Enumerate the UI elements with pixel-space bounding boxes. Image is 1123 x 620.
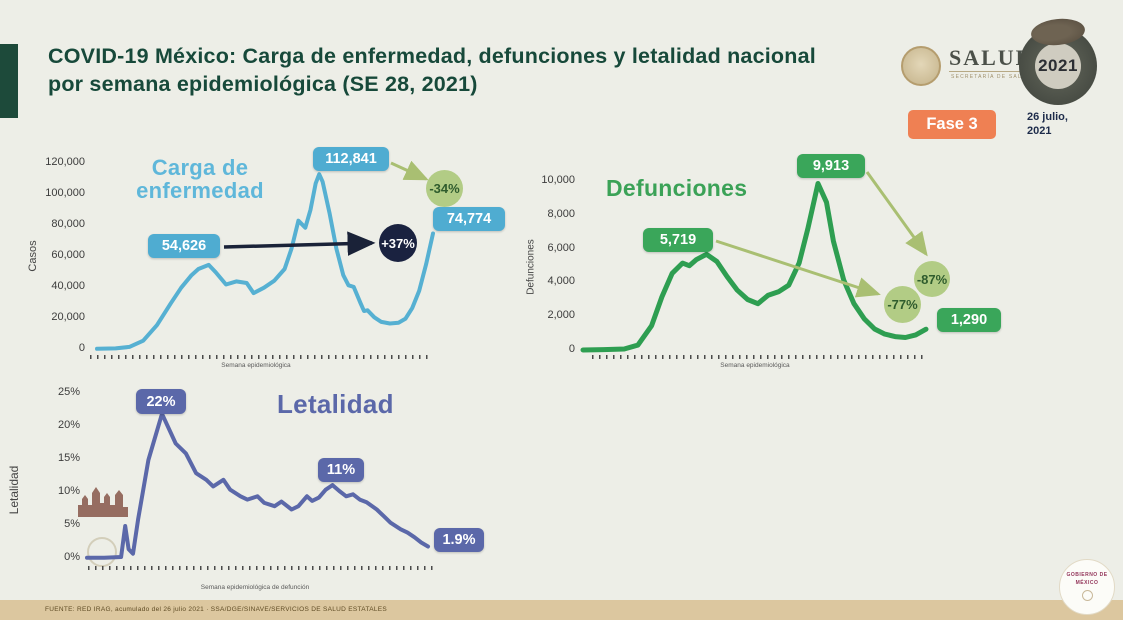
carga-peak2-badge: 112,841 [313, 147, 389, 171]
letalidad-xlabel: Semana epidemiológica de defunción [200, 584, 310, 591]
letalidad-xaxis-ticks [88, 566, 433, 570]
carga-change-peak2-circle: -34% [426, 170, 463, 207]
carga-peak1-badge: 54,626 [148, 234, 220, 258]
year-emblem: 2021 [1019, 16, 1097, 105]
letalidad-ytick: 25% [57, 386, 80, 398]
carga-xlabel: Semana epidemiológica [221, 362, 291, 369]
letalidad-ytick: 0% [64, 551, 80, 563]
letalidad-ytick: 15% [57, 452, 80, 464]
defunciones-ytick: 10,000 [541, 174, 575, 186]
defunciones-ytick: 8,000 [547, 208, 575, 220]
report-date-line1: 26 julio, [1027, 111, 1068, 123]
defunciones-line-chart [580, 181, 929, 353]
salud-logo: SALUD SECRETARÍA DE SALUD [901, 45, 1034, 86]
defunciones-ytick: 4,000 [547, 275, 575, 287]
defunciones-peak2-badge: 9,913 [797, 154, 865, 178]
defunciones-latest-badge: 1,290 [937, 308, 1001, 332]
defunciones-line [580, 181, 929, 353]
page-title: COVID-19 México: Carga de enfermedad, de… [48, 44, 816, 97]
carga-ylabel: Casos [27, 240, 39, 272]
carga-ytick: 80,000 [51, 218, 85, 230]
carga-ytick: 60,000 [51, 249, 85, 261]
gobierno-badge-seal-icon [1081, 590, 1093, 601]
gobierno-de-mexico-badge: GOBIERNO DE MÉXICO [1059, 559, 1115, 615]
carga-ytick: 20,000 [51, 311, 85, 323]
defunciones-change-peak1-circle: -77% [884, 286, 921, 323]
defunciones-ytick: 6,000 [547, 242, 575, 254]
accent-bar [0, 44, 18, 118]
report-date-line2: 2021 [1027, 124, 1052, 137]
letalidad-latest-badge: 1.9% [434, 528, 484, 552]
letalidad-line [85, 411, 430, 560]
year-emblem-label: 2021 [1035, 43, 1081, 89]
gobierno-badge-line2: MÉXICO [1075, 579, 1099, 586]
letalidad-peak2-badge: 11% [318, 458, 364, 482]
carga-ytick: 100,000 [45, 187, 85, 199]
defunciones-chart-title: Defunciones [606, 175, 748, 201]
footer-bar [0, 600, 1123, 620]
watermark-cathedral-icon [78, 487, 128, 517]
report-date: 26 julio, 2021 [1027, 111, 1068, 139]
carga-ytick: 40,000 [51, 280, 85, 292]
defunciones-peak1-badge: 5,719 [643, 228, 713, 252]
defunciones-xaxis-ticks [592, 355, 926, 359]
defunciones-ylabel: Defunciones [525, 239, 537, 295]
letalidad-line-chart [85, 411, 430, 560]
carga-line-chart [95, 172, 435, 351]
phase-badge: Fase 3 [908, 110, 996, 139]
letalidad-ytick: 10% [57, 485, 80, 497]
defunciones-ytick: 0 [568, 343, 575, 355]
letalidad-chart-title: Letalidad [277, 389, 394, 419]
carga-ytick: 120,000 [45, 156, 85, 168]
carga-line [95, 172, 435, 351]
footer-source: FUENTE: RED IRAG, acumulado del 26 julio… [45, 606, 388, 613]
axolotl-icon [1029, 16, 1087, 48]
salud-wordmark: SALUD [949, 45, 1034, 70]
salud-subtitle: SECRETARÍA DE SALUD [949, 71, 1034, 80]
letalidad-peak1-badge: 22% [136, 389, 186, 414]
defunciones-ytick: 2,000 [547, 309, 575, 321]
letalidad-ytick: 20% [57, 419, 80, 431]
carga-xaxis-ticks [90, 355, 432, 359]
letalidad-ylabel: Letalidad [7, 465, 21, 515]
defunciones-xlabel: Semana epidemiológica [720, 362, 790, 369]
letalidad-ytick: 5% [64, 518, 80, 530]
carga-change-peak1-circle: +37% [379, 224, 417, 262]
gobierno-badge-line1: GOBIERNO DE [1066, 572, 1108, 578]
defunciones-change-peak2-circle: -87% [914, 261, 950, 297]
carga-latest-badge: 74,774 [433, 207, 505, 231]
salud-seal-icon [901, 46, 941, 86]
carga-chart-title: Carga de enfermedad [136, 155, 264, 204]
carga-ytick: 0 [78, 342, 85, 354]
